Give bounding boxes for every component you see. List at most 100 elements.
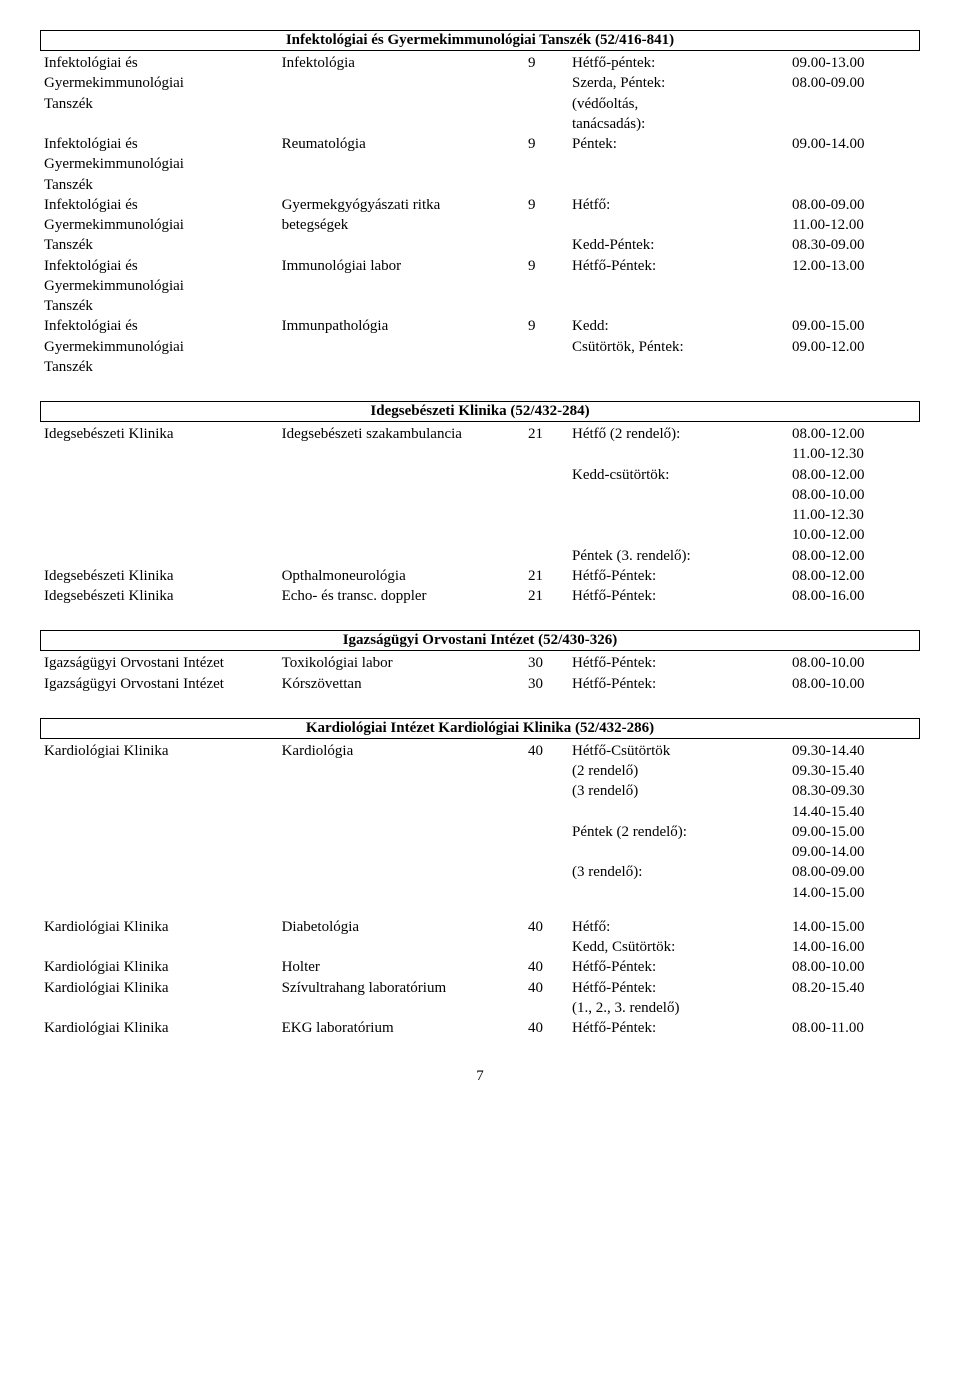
- table-row: Kedd-csütörtök:08.00-12.00: [40, 465, 920, 485]
- cell-c4: [568, 883, 788, 903]
- cell-c1: [40, 465, 278, 485]
- cell-c1: Infektológiai és: [40, 316, 278, 336]
- cell-c4: [568, 296, 788, 316]
- cell-c3: [524, 94, 568, 114]
- cell-c2: [278, 337, 524, 357]
- cell-c2: Opthalmoneurológia: [278, 566, 524, 586]
- cell-c5: 08.00-12.00: [788, 546, 920, 566]
- cell-c5: 08.00-10.00: [788, 485, 920, 505]
- cell-c3: [524, 235, 568, 255]
- table-row: [40, 903, 920, 917]
- cell-c1: Gyermekimmunológiai: [40, 73, 278, 93]
- table-row: 10.00-12.00: [40, 525, 920, 545]
- document-root: Infektológiai és Gyermekimmunológiai Tan…: [40, 30, 920, 1085]
- section: Igazságügyi Orvostani Intézet (52/430-32…: [40, 630, 920, 694]
- cell-c2: [278, 94, 524, 114]
- table-row: Gyermekimmunológiai: [40, 154, 920, 174]
- table-row: Infektológiai ésInfektológia9Hétfő-pénte…: [40, 53, 920, 73]
- cell-c2: [278, 465, 524, 485]
- cell-c4: Kedd:: [568, 316, 788, 336]
- cell-c3: [524, 175, 568, 195]
- cell-c5: 09.30-14.40: [788, 741, 920, 761]
- cell-c1: [40, 802, 278, 822]
- table-row: Tanszék(védőoltás,: [40, 94, 920, 114]
- cell-c4: Péntek (2 rendelő):: [568, 822, 788, 842]
- cell-c2: Immunpathológia: [278, 316, 524, 336]
- cell-c3: 21: [524, 586, 568, 606]
- cell-c1: Infektológiai és: [40, 256, 278, 276]
- cell-c4: Kedd-Péntek:: [568, 235, 788, 255]
- cell-c2: [278, 842, 524, 862]
- cell-c5: 08.00-10.00: [788, 957, 920, 977]
- cell-c3: 9: [524, 134, 568, 154]
- cell-c5: 09.00-15.00: [788, 316, 920, 336]
- cell-c3: 40: [524, 957, 568, 977]
- cell-c1: [40, 842, 278, 862]
- cell-c1: Gyermekimmunológiai: [40, 276, 278, 296]
- cell-c3: [524, 802, 568, 822]
- cell-c4: Hétfő-Péntek:: [568, 1018, 788, 1038]
- cell-c5: 11.00-12.30: [788, 444, 920, 464]
- table-row: Kardiológiai KlinikaEKG laboratórium40Hé…: [40, 1018, 920, 1038]
- schedule-table: Kardiológiai KlinikaKardiológia40Hétfő-C…: [40, 741, 920, 1039]
- cell-c2: [278, 114, 524, 134]
- cell-c5: 11.00-12.30: [788, 505, 920, 525]
- cell-c5: 08.00-12.00: [788, 566, 920, 586]
- cell-c5: [788, 94, 920, 114]
- cell-c2: Kardiológia: [278, 741, 524, 761]
- cell-c5: 08.00-16.00: [788, 586, 920, 606]
- table-row: (2 rendelő)09.30-15.40: [40, 761, 920, 781]
- cell-c4: Hétfő-Péntek:: [568, 978, 788, 998]
- cell-c1: Gyermekimmunológiai: [40, 337, 278, 357]
- cell-c5: 08.00-12.00: [788, 465, 920, 485]
- table-row: GyermekimmunológiaiCsütörtök, Péntek:09.…: [40, 337, 920, 357]
- cell-c2: betegségek: [278, 215, 524, 235]
- table-row: Kardiológiai KlinikaDiabetológia40Hétfő:…: [40, 917, 920, 937]
- cell-c3: [524, 862, 568, 882]
- cell-c5: 08.00-11.00: [788, 1018, 920, 1038]
- cell-c4: Hétfő:: [568, 195, 788, 215]
- cell-c3: [524, 937, 568, 957]
- section: Infektológiai és Gyermekimmunológiai Tan…: [40, 30, 920, 377]
- cell-c1: Idegsebészeti Klinika: [40, 586, 278, 606]
- cell-c1: [40, 546, 278, 566]
- cell-c5: [788, 296, 920, 316]
- cell-c2: [278, 862, 524, 882]
- cell-c2: [278, 802, 524, 822]
- cell-c4: Hétfő (2 rendelő):: [568, 424, 788, 444]
- cell-c4: Hétfő-Csütörtök: [568, 741, 788, 761]
- cell-c4: [568, 357, 788, 377]
- cell-c3: 21: [524, 424, 568, 444]
- cell-c3: 40: [524, 1018, 568, 1038]
- cell-c4: [568, 485, 788, 505]
- cell-c3: [524, 276, 568, 296]
- cell-c4: Hétfő:: [568, 917, 788, 937]
- cell-c2: Holter: [278, 957, 524, 977]
- cell-c2: [278, 822, 524, 842]
- cell-c2: [278, 505, 524, 525]
- table-row: (3 rendelő):08.00-09.00: [40, 862, 920, 882]
- cell-c5: 09.00-12.00: [788, 337, 920, 357]
- table-row: Infektológiai ésImmunpathológia9Kedd:09.…: [40, 316, 920, 336]
- cell-c2: [278, 781, 524, 801]
- table-row: Infektológiai ésReumatológia9Péntek:09.0…: [40, 134, 920, 154]
- cell-c4: [568, 154, 788, 174]
- cell-c2: [278, 444, 524, 464]
- cell-c4: tanácsadás):: [568, 114, 788, 134]
- cell-c3: 30: [524, 653, 568, 673]
- cell-c3: 9: [524, 195, 568, 215]
- cell-c2: [278, 73, 524, 93]
- cell-c1: Infektológiai és: [40, 53, 278, 73]
- cell-c1: Tanszék: [40, 235, 278, 255]
- cell-c3: 40: [524, 917, 568, 937]
- cell-c4: [568, 802, 788, 822]
- cell-c1: Tanszék: [40, 175, 278, 195]
- cell-c1: [40, 998, 278, 1018]
- cell-c3: [524, 73, 568, 93]
- cell-c1: Igazságügyi Orvostani Intézet: [40, 653, 278, 673]
- cell-c4: (3 rendelő): [568, 781, 788, 801]
- table-row: Tanszék: [40, 357, 920, 377]
- table-row: Infektológiai ésImmunológiai labor9Hétfő…: [40, 256, 920, 276]
- gap-cell: [40, 903, 920, 917]
- cell-c4: [568, 175, 788, 195]
